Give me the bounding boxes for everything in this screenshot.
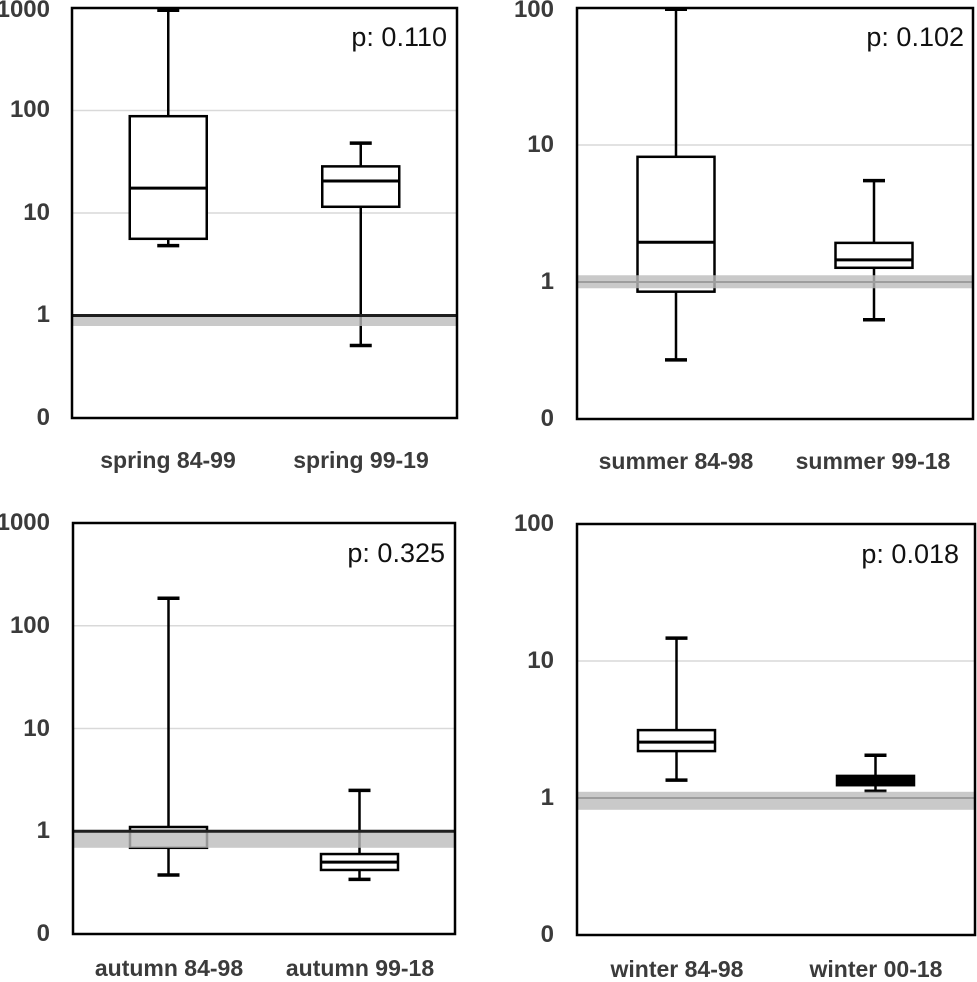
y-tick-label: 100 (513, 0, 554, 23)
plot-border (575, 6, 975, 421)
p-value-label: p: 0.325 (347, 538, 445, 568)
y-tick-label: 1000 (0, 0, 50, 23)
category-label: summer 99-18 (795, 448, 951, 474)
category-label: spring 84-99 (100, 447, 236, 473)
y-tick-label: 1 (36, 301, 50, 328)
p-value-label: p: 0.102 (866, 22, 964, 52)
reference-band (72, 316, 457, 326)
y-tick-label: 10 (527, 647, 554, 674)
y-tick-label: 0 (36, 404, 50, 431)
category-label: autumn 84-98 (94, 955, 244, 981)
y-tick-label: 100 (513, 510, 554, 537)
y-tick-label: 10 (23, 715, 50, 742)
reference-band (73, 831, 455, 848)
category-label: summer 84-98 (598, 448, 754, 474)
category-label: winter 84-98 (610, 956, 744, 982)
y-tick-label: 0 (540, 405, 554, 432)
p-value-label: p: 0.110 (351, 22, 447, 52)
panel-winter-plot (575, 522, 977, 937)
reference-band (577, 791, 975, 810)
y-tick-label: 10 (527, 131, 554, 158)
category-label: winter 00-18 (809, 956, 943, 982)
box-summer-99-18 (834, 241, 914, 270)
box-summer-84-98 (636, 155, 716, 293)
y-tick-label: 10 (23, 199, 50, 226)
box-winter-00-18 (835, 774, 916, 787)
p-value-label: p: 0.018 (861, 539, 959, 569)
y-tick-label: 0 (36, 920, 50, 947)
box-spring-99-19 (321, 165, 401, 209)
panel-summer-plot (575, 6, 975, 421)
y-tick-label: 100 (9, 612, 50, 639)
y-tick-label: 1 (540, 784, 554, 811)
panel-spring-plot (70, 6, 459, 420)
box-spring-84-99 (128, 114, 208, 241)
y-tick-label: 100 (9, 96, 50, 123)
panel-autumn-plot (71, 521, 457, 936)
y-tick-label: 0 (540, 921, 554, 948)
plot-border (575, 522, 977, 937)
y-tick-label: 1 (540, 268, 554, 295)
plot-border (70, 6, 459, 420)
y-tick-label: 1000 (0, 509, 50, 536)
plot-background (577, 524, 975, 935)
category-label: autumn 99-18 (285, 955, 435, 981)
y-tick-label: 1 (36, 817, 50, 844)
category-label: spring 99-19 (293, 447, 429, 473)
plot-border (71, 521, 457, 936)
